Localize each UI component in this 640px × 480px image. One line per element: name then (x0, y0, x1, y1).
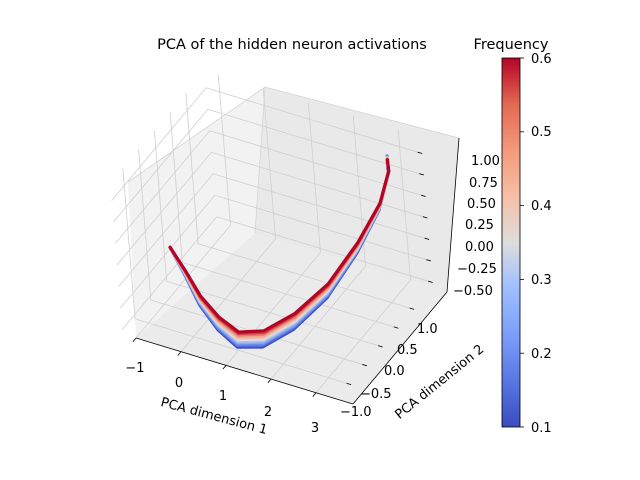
grid-line (169, 111, 394, 328)
y-axis-line (352, 291, 448, 405)
z-tick-label: −0.25 (457, 262, 497, 277)
grid-line (225, 102, 321, 366)
z-tick-mark (417, 151, 423, 154)
colorbar-tick-label: 0.1 (531, 421, 552, 436)
x-tick-labels: −1 0 1 2 3 (125, 361, 319, 436)
z-tick-mark (419, 173, 425, 176)
tick-marks (132, 151, 433, 397)
x-tick-label: 0 (175, 376, 183, 391)
grid-line (120, 194, 427, 309)
colorbar-ticks (520, 57, 524, 428)
grid-line (135, 74, 231, 339)
x-tick-label: 2 (264, 405, 272, 420)
colorbar-tick-label: 0.6 (531, 52, 552, 67)
z-tick-label: 0.50 (467, 197, 496, 212)
y-tick-label: 0.0 (384, 364, 405, 379)
z-tick-label: 0.75 (469, 176, 498, 191)
grid-line (116, 151, 424, 266)
z-axis-line (446, 137, 460, 293)
colorbar-tick-label: 0.2 (531, 347, 552, 362)
z-tick-label: 0.00 (465, 240, 494, 255)
y-tick-mark (393, 326, 399, 329)
grid-line (138, 149, 363, 365)
grid-line (185, 93, 410, 309)
y-tick-labels: −1.0 −0.5 0.0 0.5 1.0 (340, 322, 438, 420)
x-tick-mark (177, 351, 182, 356)
x-tick-mark (312, 392, 317, 397)
colorbar-tick-label: 0.5 (531, 125, 552, 140)
y-tick-mark (409, 307, 415, 310)
colorbar-label: Frequency (474, 37, 549, 53)
x-tick-mark (132, 337, 137, 343)
vertical-edge (254, 86, 266, 234)
trajectory-surface (168, 154, 391, 349)
x-tick-mark (267, 378, 272, 384)
left-pane (128, 87, 265, 338)
grid-lines (111, 74, 429, 394)
grid-line (270, 115, 366, 380)
z-tick-mark (426, 259, 432, 262)
z-tick-mark (424, 237, 430, 240)
z-tick-mark (421, 194, 426, 197)
grid-line (111, 87, 418, 201)
z-tick-mark (428, 280, 433, 283)
x-axis-line (135, 337, 354, 405)
y-tick-mark (346, 382, 352, 385)
x-axis-label: PCA dimension 1 (159, 395, 269, 438)
chart-title: PCA of the hidden neuron activations (157, 37, 427, 53)
x-tick-label: −1 (125, 361, 144, 376)
colorbar-tick-label: 0.4 (531, 199, 552, 214)
colorbar: Frequency 0.1 0.2 0.3 0.4 0.5 0.6 (474, 37, 552, 436)
y-tick-mark (362, 364, 367, 367)
x-tick-label: 1 (219, 389, 227, 404)
surface-line (168, 158, 391, 334)
x-tick-mark (222, 365, 227, 370)
colorbar-gradient (501, 57, 521, 428)
y-tick-mark (377, 345, 383, 348)
grid-line (113, 108, 420, 223)
grid-line (315, 129, 411, 394)
x-tick-label: 3 (311, 421, 319, 436)
z-tick-mark (422, 216, 428, 219)
colorbar-tick-label: 0.3 (531, 273, 552, 288)
grid-line (121, 216, 429, 330)
y-tick-label: 1.0 (417, 322, 438, 337)
y-tick-label: −0.5 (360, 387, 392, 402)
z-tick-label: −0.50 (453, 284, 493, 299)
y-tick-label: 0.5 (397, 343, 418, 358)
grid-line (118, 173, 425, 287)
grid-line (122, 168, 347, 384)
z-tick-labels: −0.50 −0.25 0.00 0.25 0.50 0.75 1.00 (453, 154, 500, 299)
back-pane (255, 87, 459, 292)
axes-3d (111, 74, 460, 405)
y-tick-label: −1.0 (340, 405, 372, 420)
z-tick-label: 0.25 (465, 218, 494, 233)
z-tick-label: 1.00 (471, 154, 500, 169)
grid-line (114, 130, 422, 244)
grid-line (153, 130, 379, 347)
